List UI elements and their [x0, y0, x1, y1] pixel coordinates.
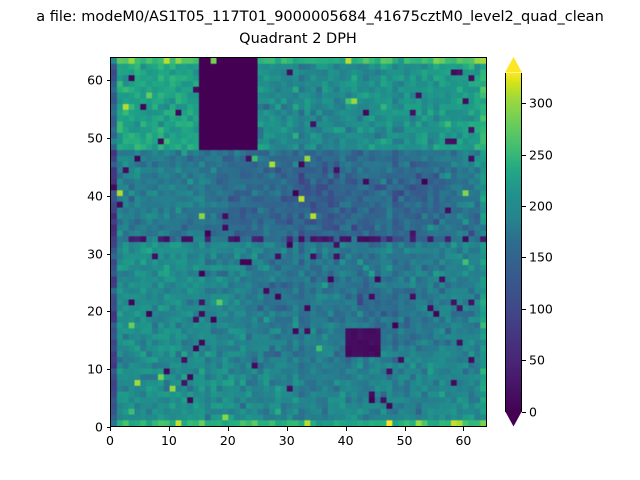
x-tick [463, 427, 465, 431]
colorbar-tick [522, 308, 526, 310]
colorbar-tick [522, 206, 526, 208]
x-tick-label: 30 [278, 433, 295, 448]
colorbar-tick [522, 103, 526, 105]
x-tick-label: 60 [455, 433, 472, 448]
heatmap-axes [110, 57, 487, 427]
y-tick-label: 40 [87, 188, 103, 204]
y-tick [106, 80, 110, 82]
colorbar-tick [522, 154, 526, 156]
y-tick-label: 50 [87, 130, 103, 146]
colorbar-tick-label: 250 [529, 147, 553, 163]
figure-suptitle: a file: modeM0/AS1T05_117T01_9000005684_… [36, 9, 604, 25]
y-tick-label: 20 [87, 303, 103, 319]
colorbar-tick-label: 50 [529, 352, 545, 368]
x-tick [345, 427, 347, 431]
x-tick [110, 427, 111, 431]
y-tick [106, 137, 110, 139]
colorbar-gradient [505, 72, 522, 412]
x-tick-label: 0 [106, 433, 114, 448]
axes-title: Quadrant 2 DPH [239, 31, 357, 47]
colorbar-tick-label: 150 [529, 249, 553, 265]
y-tick-label: 10 [87, 361, 103, 377]
y-tick-label: 60 [87, 72, 103, 88]
colorbar[interactable] [504, 56, 523, 427]
x-tick-label: 20 [219, 433, 236, 448]
x-tick [404, 427, 406, 431]
colorbar-tick [522, 411, 526, 413]
x-tick [286, 427, 288, 431]
colorbar-tick-label: 0 [529, 404, 537, 419]
colorbar-tick [522, 257, 526, 259]
y-tick [106, 369, 110, 371]
y-tick [106, 427, 110, 428]
y-tick [106, 195, 110, 197]
x-tick [227, 427, 229, 431]
y-tick-label: 30 [87, 246, 103, 262]
y-tick [106, 311, 110, 313]
y-tick [106, 253, 110, 255]
x-tick [168, 427, 170, 431]
colorbar-tick-label: 300 [529, 95, 553, 111]
y-tick-label: 0 [95, 419, 103, 435]
colorbar-extend-high-arrow [505, 57, 522, 73]
colorbar-tick [522, 360, 526, 362]
x-tick-label: 50 [396, 433, 413, 448]
colorbar-tick-label: 100 [529, 301, 553, 317]
x-tick-label: 40 [337, 433, 354, 448]
heatmap-image [111, 58, 486, 426]
x-tick-label: 10 [160, 433, 177, 448]
colorbar-extend-low-arrow [505, 411, 522, 427]
colorbar-tick-label: 200 [529, 198, 553, 214]
